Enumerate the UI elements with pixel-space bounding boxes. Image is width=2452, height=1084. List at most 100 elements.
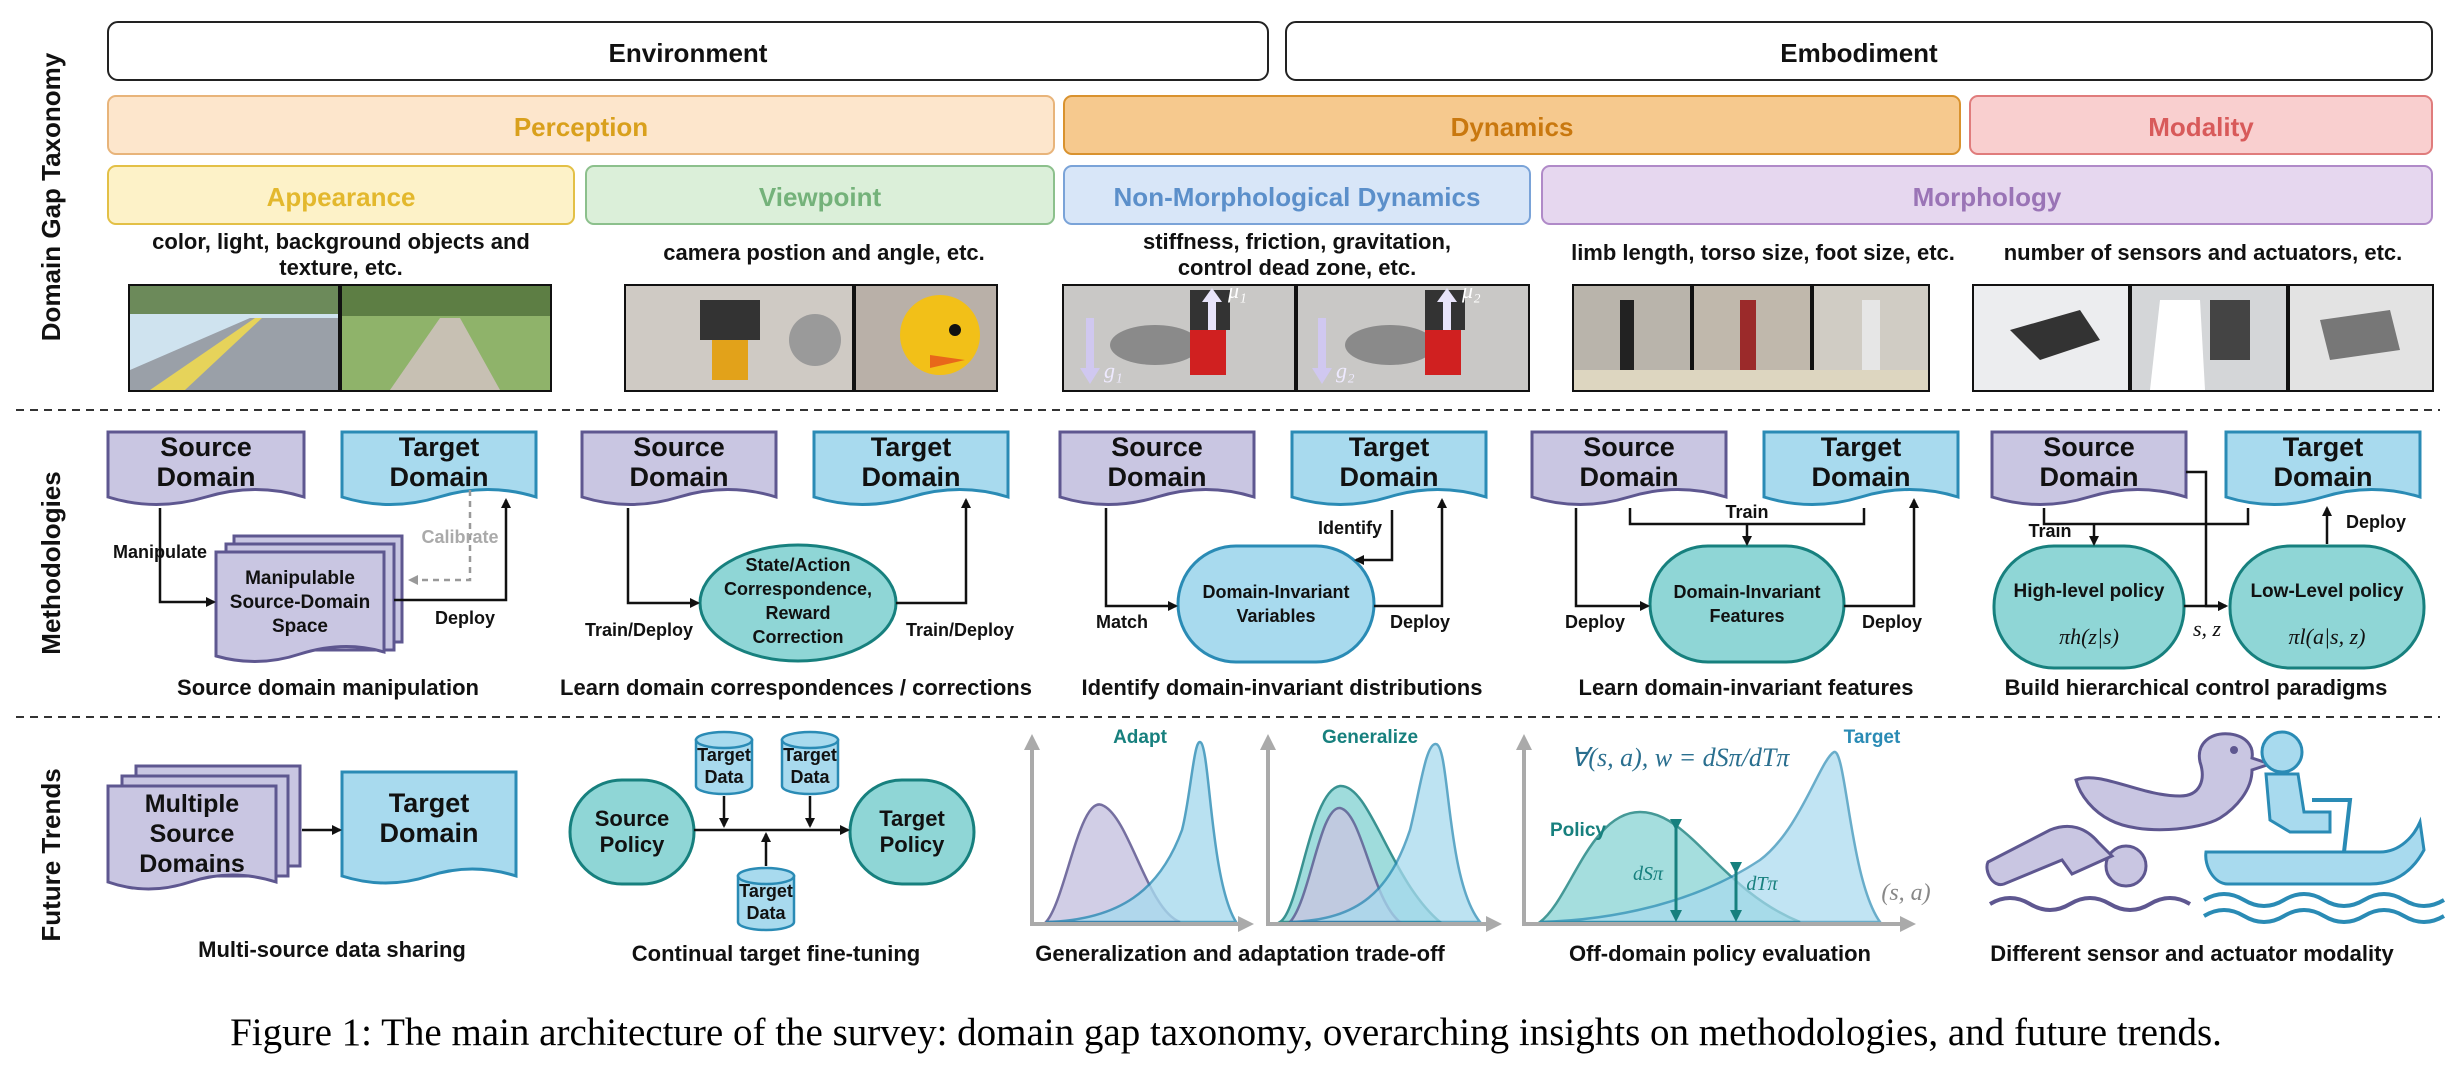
m1-source-domain [106, 430, 306, 506]
t4-target-label: Target [1844, 727, 1901, 748]
perception-label: Perception [514, 112, 648, 142]
m2-box-label-3: Reward [765, 603, 830, 623]
m1-caption: Source domain manipulation [177, 675, 479, 700]
morphology-label: Morphology [1913, 182, 2062, 212]
g1-label: g₁ [1104, 358, 1123, 383]
m1-calibrate: Calibrate [421, 527, 498, 547]
dynamics-label: Dynamics [1451, 112, 1574, 142]
t3-adapt-plot [1024, 734, 1254, 932]
nonmorph-desc-2: control dead zone, etc. [1178, 255, 1416, 280]
m1-box-label-3: Space [272, 616, 328, 637]
m4-deploy-left: Deploy [1565, 612, 1625, 632]
non-morph-box [1063, 165, 1531, 225]
trends-row-label: Future Trends [36, 768, 66, 941]
t4-ds-label: dSπ [1633, 863, 1664, 885]
m1-box-label-1: Manipulable [245, 568, 355, 589]
svg-text:Data: Data [704, 767, 744, 787]
m4-source-label-1: Source [1583, 432, 1675, 462]
g2-label: g₂ [1336, 358, 1355, 383]
t1-target-label-2: Domain [379, 818, 478, 848]
t5-caption: Different sensor and actuator modality [1990, 941, 2394, 966]
figure-caption: Figure 1: The main architecture of the s… [230, 1011, 2222, 1054]
m3-source-domain [1058, 430, 1256, 506]
m2-source-domain [580, 430, 778, 506]
m5-train: Train [2028, 521, 2071, 541]
viewpoint-photos [624, 284, 998, 392]
appearance-desc-2: texture, etc. [279, 255, 403, 280]
t4-formula: ∀(s, a), w = dSπ/dTπ [1571, 743, 1791, 772]
m3-invariant-variables [1176, 544, 1376, 664]
t1-target-label-1: Target [389, 788, 470, 818]
modality-label: Modality [2148, 112, 2254, 142]
m4-target-domain [1762, 430, 1960, 506]
morphology-box [1541, 165, 2433, 225]
t3-adapt-label: Adapt [1113, 727, 1168, 748]
dynamics-box [1063, 95, 1961, 155]
m5-target-label-2: Domain [2273, 462, 2372, 492]
m3-source-label-2: Domain [1107, 462, 1206, 492]
morphology-photos [1572, 284, 1930, 392]
m1-box-label-2: Source-Domain [230, 592, 370, 613]
t2-target-label-1: Target [879, 806, 945, 831]
m5-source-domain [1990, 430, 2188, 506]
m2-source-label-1: Source [633, 432, 725, 462]
appearance-photos [128, 284, 552, 392]
t1-multi-label-1: Multiple [145, 790, 240, 818]
t2-source-label-2: Policy [600, 832, 666, 857]
t2-caption: Continual target fine-tuning [632, 941, 920, 966]
t5-jetski-icon [2202, 730, 2446, 924]
environment-box [107, 21, 1269, 81]
taxonomy-row-label: Domain Gap Taxonomy [36, 52, 66, 341]
m5-low-label: Low-Level policy [2250, 581, 2404, 602]
t4-ope-plot [1516, 734, 1916, 932]
nonmorph-photos: g₁ g₂ μ₁ μ₂ [1062, 278, 1530, 392]
t4-dt-label: dTπ [1746, 873, 1778, 895]
m1-deploy: Deploy [435, 608, 495, 628]
perception-box [107, 95, 1055, 155]
m4-box-label-1: Domain-Invariant [1673, 582, 1820, 602]
m2-target-label-2: Domain [861, 462, 960, 492]
m2-target-label-1: Target [871, 432, 952, 462]
viewpoint-box [585, 165, 1055, 225]
m5-caption: Build hierarchical control paradigms [2005, 675, 2388, 700]
m5-sz-label: s, z [2193, 616, 2222, 641]
appearance-box [107, 165, 575, 225]
m2-source-label-2: Domain [629, 462, 728, 492]
m2-caption: Learn domain correspondences / correctio… [560, 675, 1032, 700]
m5-high-label: High-level policy [2014, 581, 2165, 602]
m4-target-label-2: Domain [1811, 462, 1910, 492]
m3-deploy: Deploy [1390, 612, 1450, 632]
m5-low-symbol: πl(a|s, z) [2289, 624, 2366, 649]
t1-caption: Multi-source data sharing [198, 937, 466, 962]
svg-text:Target: Target [739, 881, 793, 901]
m1-source-label-1: Source [160, 432, 252, 462]
t3-generalize-plot [1260, 734, 1502, 932]
m5-target-domain [2224, 430, 2422, 506]
m1-target-label-1: Target [399, 432, 480, 462]
environment-label: Environment [609, 38, 768, 68]
m5-source-label-2: Domain [2039, 462, 2138, 492]
t2-target-label-2: Policy [880, 832, 946, 857]
t1-multi-label-2: Source [150, 820, 235, 848]
t2-target-policy [848, 778, 976, 886]
m3-source-label-1: Source [1111, 432, 1203, 462]
m4-box-label-2: Features [1709, 606, 1784, 626]
svg-text:Data: Data [746, 903, 786, 923]
t1-target-domain [340, 770, 518, 885]
t3-caption: Generalization and adaptation trade-off [1035, 941, 1445, 966]
t3-generalize-label: Generalize [1322, 727, 1418, 748]
m3-target-label-2: Domain [1339, 462, 1438, 492]
embodiment-box [1285, 21, 2433, 81]
viewpoint-label: Viewpoint [759, 182, 882, 212]
viewpoint-desc: camera postion and angle, etc. [663, 240, 985, 265]
t2-target-data-3: Target Data [736, 866, 796, 932]
t4-sa-label: (s, a) [1881, 880, 1930, 906]
m2-box-label-2: Correspondence, [724, 579, 872, 599]
m4-train: Train [1725, 502, 1768, 522]
svg-text:Data: Data [790, 767, 830, 787]
m4-caption: Learn domain-invariant features [1579, 675, 1914, 700]
t1-multi-label-3: Domains [139, 850, 245, 878]
mu1-label: μ₁ [1227, 278, 1247, 303]
t4-caption: Off-domain policy evaluation [1569, 941, 1871, 966]
non-morph-label: Non-Morphological Dynamics [1114, 182, 1481, 212]
